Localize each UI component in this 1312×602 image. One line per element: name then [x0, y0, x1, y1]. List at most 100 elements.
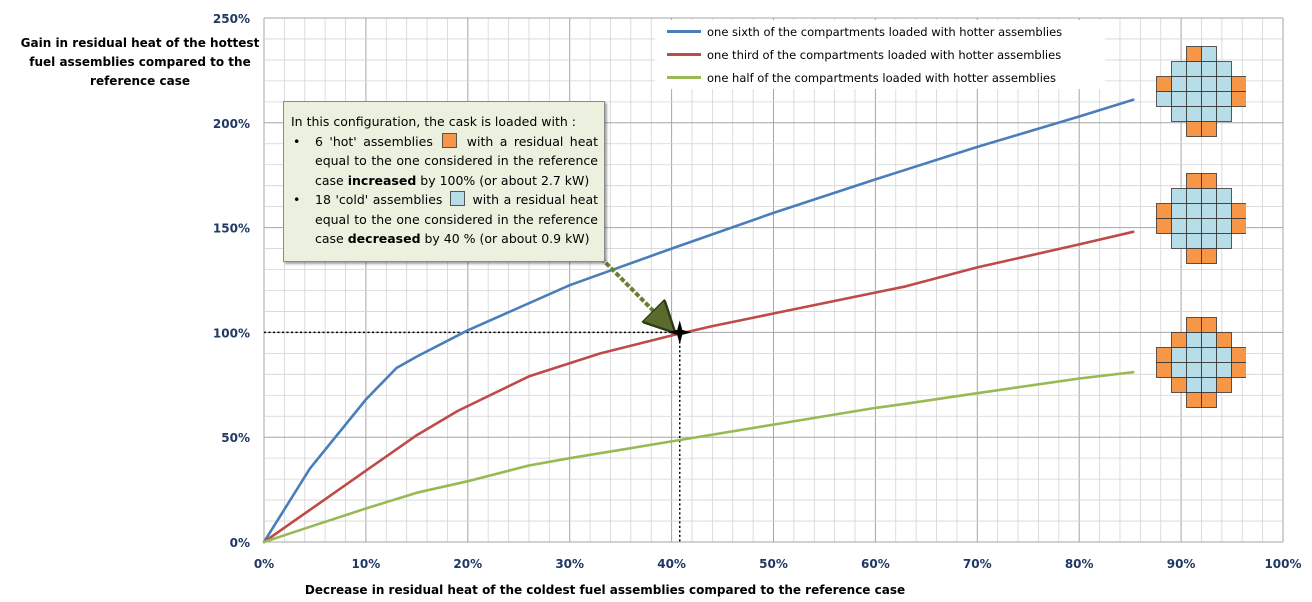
hot-assembly-cell: [1156, 347, 1172, 363]
cold-assembly-cell: [1201, 203, 1217, 219]
x-tick-label: 100%: [1264, 557, 1301, 571]
reference-star: [667, 320, 692, 345]
legend-swatch-third: [667, 53, 701, 56]
cold-assembly-cell: [1216, 61, 1232, 77]
cold-assembly-cell: [1216, 362, 1232, 378]
hot-assembly-cell: [1231, 218, 1246, 234]
cold-assembly-cell: [1216, 106, 1232, 122]
annotation-hot-text: 6 'hot' assemblies with a residual heat …: [315, 132, 598, 191]
hot-swatch-icon: [442, 132, 458, 148]
loading-pattern-sixth: [1156, 46, 1246, 137]
legend: one sixth of the compartments loaded wit…: [655, 20, 1105, 89]
cold-assembly-cell: [1171, 362, 1187, 378]
cold-text-b: by 40 % (or about 0.9 kW): [424, 231, 590, 246]
cold-assembly-cell: [1186, 203, 1202, 219]
annotation-intro: In this configuration, the cask is loade…: [291, 114, 576, 129]
legend-item-half: one half of the compartments loaded with…: [655, 66, 1105, 89]
cold-assembly-cell: [1186, 76, 1202, 92]
cold-assembly-cell: [1201, 76, 1217, 92]
cold-assembly-cell: [1186, 188, 1202, 204]
cold-assembly-cell: [1201, 347, 1217, 363]
x-tick-label: 10%: [352, 557, 381, 571]
hot-assembly-cell: [1186, 46, 1202, 62]
cold-assembly-cell: [1171, 76, 1187, 92]
hot-assembly-cell: [1201, 248, 1217, 264]
x-tick-label: 70%: [963, 557, 992, 571]
annotation-hot-item: • 6 'hot' assemblies with a residual hea…: [291, 132, 598, 191]
cold-assembly-cell: [1171, 106, 1187, 122]
cold-assembly-cell: [1171, 61, 1187, 77]
cold-assembly-cell: [1201, 61, 1217, 77]
cold-count: 18 'cold' assemblies: [315, 192, 443, 207]
cold-assembly-cell: [1186, 218, 1202, 234]
loading-pattern-third: [1156, 173, 1246, 264]
hot-assembly-cell: [1216, 332, 1232, 348]
x-tick-label: 50%: [759, 557, 788, 571]
x-tick-label: 80%: [1065, 557, 1094, 571]
cold-assembly-cell: [1201, 233, 1217, 249]
y-tick-label: 100%: [213, 326, 250, 340]
cold-assembly-cell: [1201, 106, 1217, 122]
legend-label-half: one half of the compartments loaded with…: [707, 70, 1056, 85]
cold-assembly-cell: [1171, 203, 1187, 219]
cold-assembly-cell: [1186, 233, 1202, 249]
series-line-half: [262, 370, 1135, 544]
cold-assembly-cell: [1201, 46, 1217, 62]
y-tick-label: 200%: [213, 117, 250, 131]
cold-assembly-cell: [1201, 377, 1217, 393]
hot-assembly-cell: [1231, 347, 1246, 363]
annotation-cold-item: • 18 'cold' assemblies with a residual h…: [291, 190, 598, 249]
y-tick-label: 50%: [221, 431, 250, 445]
x-tick-label: 90%: [1167, 557, 1196, 571]
hot-assembly-cell: [1156, 362, 1172, 378]
loading-pattern-half: [1156, 317, 1246, 408]
cold-assembly-cell: [1171, 233, 1187, 249]
cold-assembly-cell: [1186, 362, 1202, 378]
y-axis-ticks: 0% 50% 100% 150% 200% 250%: [213, 12, 250, 550]
legend-swatch-sixth: [667, 30, 701, 33]
legend-swatch-half: [667, 76, 701, 79]
hot-assembly-cell: [1186, 121, 1202, 137]
hot-assembly-cell: [1216, 377, 1232, 393]
hot-assembly-cell: [1201, 317, 1217, 333]
cold-assembly-cell: [1201, 332, 1217, 348]
hot-assembly-cell: [1186, 392, 1202, 408]
cold-assembly-cell: [1186, 347, 1202, 363]
annotation-cold-text: 18 'cold' assemblies with a residual hea…: [315, 190, 598, 249]
cold-assembly-cell: [1186, 61, 1202, 77]
cold-assembly-cell: [1216, 91, 1232, 107]
cold-assembly-cell: [1171, 91, 1187, 107]
x-tick-label: 60%: [861, 557, 890, 571]
hot-emphasis: increased: [347, 172, 417, 188]
cold-assembly-cell: [1216, 233, 1232, 249]
hot-assembly-cell: [1156, 76, 1172, 92]
y-axis-label: Gain in residual heat of the hottest fue…: [20, 36, 260, 88]
cold-assembly-cell: [1186, 106, 1202, 122]
hot-assembly-cell: [1231, 91, 1246, 107]
hot-assembly-cell: [1186, 248, 1202, 264]
y-tick-label: 250%: [213, 12, 250, 26]
cold-assembly-cell: [1201, 362, 1217, 378]
legend-label-sixth: one sixth of the compartments loaded wit…: [707, 24, 1063, 39]
hot-assembly-cell: [1171, 377, 1187, 393]
hot-count: 6 'hot' assemblies: [315, 133, 433, 149]
cold-assembly-cell: [1201, 91, 1217, 107]
series-lines: [262, 98, 1135, 544]
hot-text-b: by 100% (or about 2.7 kW): [420, 172, 590, 188]
hot-assembly-cell: [1231, 76, 1246, 92]
cold-assembly-cell: [1186, 332, 1202, 348]
cold-assembly-cell: [1201, 188, 1217, 204]
cold-assembly-cell: [1156, 91, 1172, 107]
series-line-third: [262, 230, 1135, 544]
reference-guides: [264, 331, 681, 542]
cold-assembly-cell: [1171, 347, 1187, 363]
annotation-arrow-line: [599, 256, 670, 327]
x-tick-label: 40%: [657, 557, 686, 571]
legend-label-third: one third of the compartments loaded wit…: [707, 47, 1062, 62]
grid-lines: [263, 17, 1284, 543]
hot-text-a: with a residual heat equal to the one co…: [315, 133, 598, 188]
cold-assembly-cell: [1216, 347, 1232, 363]
series-line-sixth: [262, 98, 1135, 544]
hot-assembly-cell: [1156, 203, 1172, 219]
cold-assembly-cell: [1171, 218, 1187, 234]
